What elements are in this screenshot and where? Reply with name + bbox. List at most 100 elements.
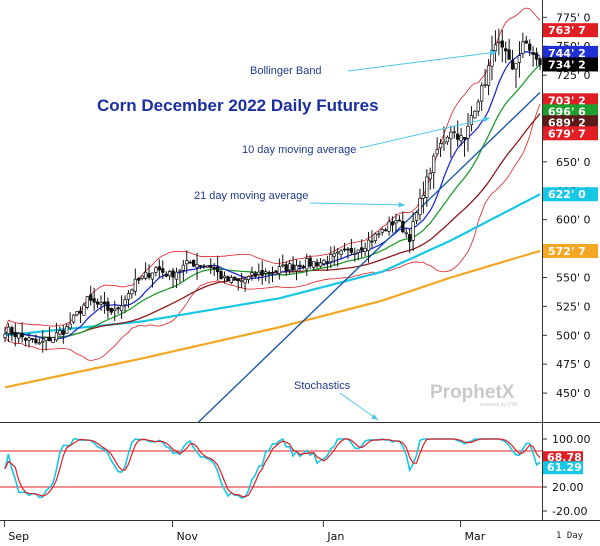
price-bar bbox=[500, 30, 504, 63]
price-bar bbox=[480, 82, 484, 112]
price-value-label-text: 679' 7 bbox=[548, 127, 586, 140]
annotation-arrows bbox=[309, 50, 498, 421]
price-bar bbox=[435, 137, 439, 157]
price-bar-body bbox=[476, 101, 480, 112]
price-bar-body bbox=[61, 330, 65, 335]
price-bar bbox=[30, 338, 35, 343]
price-bar bbox=[6, 323, 11, 342]
price-bar bbox=[287, 259, 292, 275]
price-bar bbox=[99, 295, 103, 311]
price-bar bbox=[181, 259, 185, 281]
price-bar bbox=[133, 268, 137, 296]
price-bar-body bbox=[469, 115, 474, 126]
price-bar-body bbox=[301, 265, 306, 268]
price-bar bbox=[384, 227, 388, 232]
price-value-label-bg bbox=[543, 45, 598, 60]
price-bar-body bbox=[414, 212, 419, 221]
price-bar-body bbox=[54, 332, 59, 341]
price-bar-body bbox=[161, 268, 165, 273]
price-bar-body bbox=[37, 342, 41, 345]
price-bar-body bbox=[298, 264, 302, 268]
long-ma-orange-line bbox=[4, 249, 541, 389]
price-bar-body bbox=[260, 270, 264, 276]
price-bar-body bbox=[445, 136, 450, 143]
price-value-label-text: 689' 2 bbox=[548, 116, 586, 129]
price-bar bbox=[414, 211, 419, 225]
stoch-d-line bbox=[4, 438, 541, 498]
price-value-label-text: 572' 7 bbox=[548, 245, 586, 258]
price-bar bbox=[250, 266, 254, 281]
price-bar-body bbox=[236, 278, 240, 282]
price-bar bbox=[41, 330, 45, 353]
price-bar-body bbox=[349, 248, 354, 253]
price-bar-body bbox=[442, 141, 446, 145]
price-bar bbox=[360, 239, 364, 258]
price-bar-body bbox=[171, 270, 175, 278]
price-bar bbox=[308, 255, 312, 269]
price-bar bbox=[236, 278, 240, 291]
price-bar-body bbox=[387, 221, 391, 232]
price-bar bbox=[119, 295, 124, 320]
price-bar bbox=[95, 298, 100, 309]
price-bar-body bbox=[143, 271, 148, 279]
price-bar-body bbox=[113, 308, 117, 311]
price-bar-body bbox=[95, 301, 100, 305]
price-bar bbox=[147, 264, 151, 280]
price-bar-body bbox=[92, 298, 96, 303]
price-bar bbox=[363, 242, 367, 257]
price-bar-body bbox=[147, 273, 151, 278]
price-bar bbox=[356, 249, 360, 261]
price-value-label: 744' 2 bbox=[543, 45, 598, 60]
price-bar bbox=[195, 252, 199, 280]
time-tick-label: Nov bbox=[176, 530, 198, 543]
price-bar bbox=[401, 211, 405, 234]
price-bar-body bbox=[284, 264, 288, 272]
price-bar bbox=[130, 288, 134, 299]
price-bar bbox=[191, 259, 196, 268]
price-bar-body bbox=[246, 275, 251, 281]
price-value-label-text: 763' 7 bbox=[548, 24, 586, 37]
price-bar bbox=[243, 276, 247, 292]
price-bar-body bbox=[342, 248, 347, 251]
price-bar-body bbox=[390, 221, 395, 226]
arrow-stochastics bbox=[339, 392, 379, 421]
price-bar-body bbox=[411, 221, 415, 241]
price-bar-body bbox=[510, 59, 515, 70]
price-bar-body bbox=[497, 41, 501, 44]
price-bar-body bbox=[449, 131, 453, 140]
price-bar bbox=[143, 262, 148, 281]
price-bar bbox=[202, 263, 206, 269]
price-bar bbox=[387, 216, 391, 236]
watermark-logo: ProphetX powered by DTN bbox=[430, 382, 518, 408]
price-bar bbox=[486, 58, 491, 96]
osc-tick-label: -20.00 bbox=[552, 505, 587, 518]
price-bar-body bbox=[130, 289, 134, 295]
price-bar-body bbox=[486, 65, 491, 86]
price-bar bbox=[27, 332, 31, 348]
price-bar bbox=[291, 256, 295, 273]
price-bar-body bbox=[315, 261, 319, 267]
price-value-label: 572' 7 bbox=[543, 244, 598, 259]
price-bar bbox=[239, 273, 244, 289]
price-bar-body bbox=[78, 310, 83, 314]
price-value-label-bg bbox=[543, 115, 598, 130]
price-bar bbox=[411, 211, 415, 252]
price-bar bbox=[277, 258, 282, 280]
price-bar-body bbox=[102, 301, 107, 305]
arrow-ma10-head bbox=[483, 116, 490, 123]
price-bar-body bbox=[140, 275, 144, 279]
price-bar-body bbox=[68, 323, 72, 329]
price-bar-body bbox=[531, 52, 535, 55]
price-value-label: 689' 2 bbox=[543, 115, 598, 130]
arrow-stochastics-head bbox=[371, 414, 378, 420]
price-bar-body bbox=[373, 233, 378, 242]
osc-axis-ticks: 100.00 20.00 -20.00 bbox=[542, 433, 591, 518]
price-bar-body bbox=[185, 260, 189, 265]
price-bar-body bbox=[34, 338, 38, 344]
price-bar-body bbox=[397, 219, 402, 222]
price-bar-body bbox=[267, 272, 271, 274]
price-bar-body bbox=[504, 48, 508, 52]
price-bar bbox=[226, 275, 230, 282]
osc-value-label: 61.29 bbox=[543, 461, 583, 475]
